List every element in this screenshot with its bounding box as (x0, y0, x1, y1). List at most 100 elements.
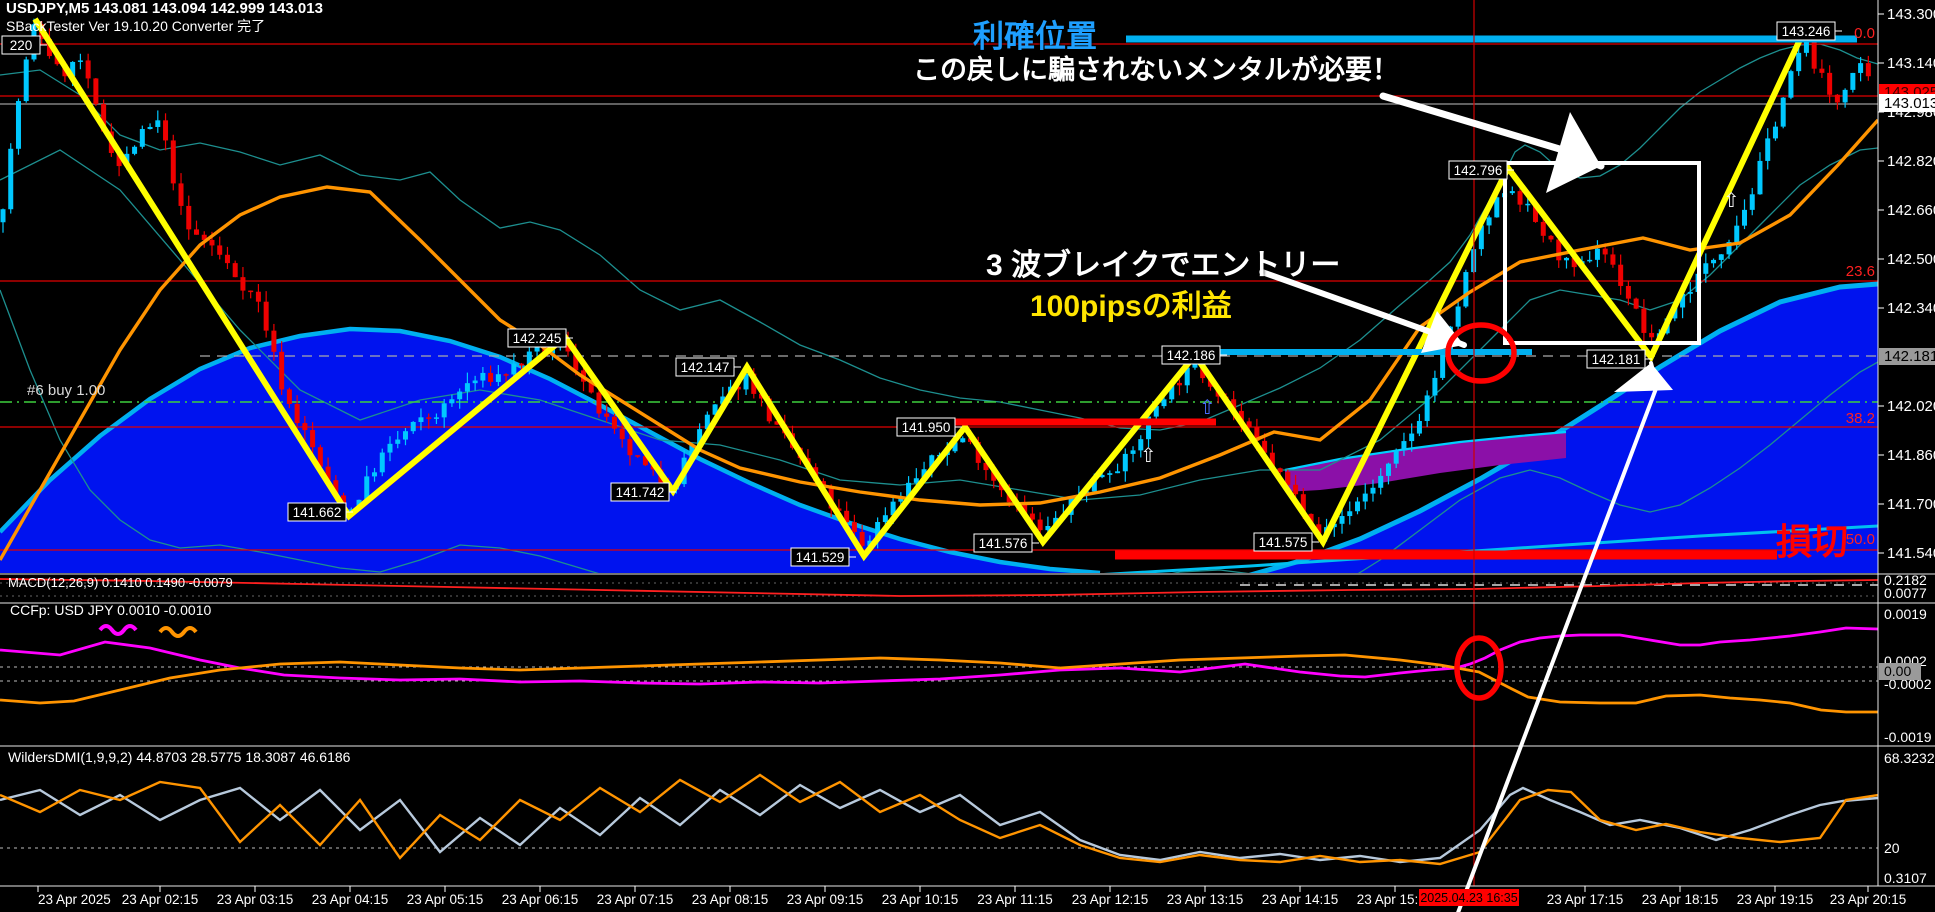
bollinger-upper-band (0, 43, 1878, 431)
candle-body (1355, 501, 1360, 512)
candle-body (1269, 452, 1275, 469)
candle-body (991, 470, 997, 481)
candle-body (1540, 221, 1546, 236)
candle-body (101, 104, 107, 132)
candle-body (1533, 203, 1539, 222)
price-swing-label: 141.576 (973, 533, 1039, 553)
price-label-text: 141.950 (902, 420, 951, 435)
candle-body (1409, 433, 1415, 442)
candle-body (372, 472, 378, 477)
candle-body (402, 431, 408, 440)
candle-body (364, 476, 370, 500)
candle-body (1772, 126, 1778, 139)
candle-body (1602, 248, 1608, 255)
candle-body (472, 380, 478, 384)
candle-body (975, 441, 981, 463)
candle-body (333, 480, 339, 496)
trade-arrow-marker: ⇧ (1199, 395, 1216, 419)
candle-body (1865, 63, 1871, 77)
y-axis-tick-label: 142.020 (1887, 398, 1935, 415)
candle-body (588, 381, 594, 393)
candle-body (960, 438, 966, 443)
candle-body (1022, 503, 1028, 514)
candle-body (851, 522, 857, 532)
candle-body (201, 234, 207, 240)
price-label-text: 142.147 (681, 360, 730, 375)
x-axis-time-label: 23 Apr 19:15 (1737, 892, 1814, 907)
y-axis-tick-label: 143.300 (1887, 6, 1935, 23)
candle-body (1680, 293, 1686, 308)
candle-body (1316, 524, 1322, 534)
candle-body (1231, 399, 1237, 411)
main-pane[interactable]: ⇧ ⇧ ⇧ (0, 17, 1878, 612)
candle-body (23, 59, 29, 102)
y-axis-tick-label: 143.140 (1887, 55, 1935, 72)
x-axis-time-label: 23 Apr 18:15 (1642, 892, 1719, 907)
candle-body (929, 455, 935, 470)
candle-body (1687, 292, 1693, 294)
candle-body (573, 351, 579, 371)
candle-body (263, 301, 269, 331)
candle-body (1146, 416, 1152, 440)
candle-body (1463, 272, 1469, 307)
candle-body (519, 363, 525, 366)
candle-body (1184, 367, 1190, 386)
candle-body (1308, 513, 1314, 525)
highlight-circle-0 (1445, 322, 1517, 384)
candle-body (1858, 63, 1864, 73)
candle-body (1625, 285, 1631, 299)
ccfp-indicator-label: CCFp: USD JPY 0.0010 -0.0010 (10, 602, 212, 618)
candle-body (286, 389, 292, 404)
candle-body (697, 429, 703, 446)
candle-body (224, 254, 230, 264)
ccfp-zero-box (1879, 663, 1921, 680)
x-axis-time-label: 23 Apr 10:15 (882, 892, 959, 907)
candle-body (1045, 526, 1051, 531)
candle-body (410, 421, 416, 432)
annotation-stop-loss: 損切 (1776, 521, 1849, 562)
candle-body (735, 386, 741, 390)
candle-body (1238, 410, 1244, 422)
x-axis-time-label: 23 Apr 06:15 (502, 892, 579, 907)
candle-body (1401, 441, 1407, 451)
candle-body (1393, 450, 1399, 464)
price-label-text: 141.575 (1259, 535, 1308, 550)
candle-body (867, 540, 873, 546)
price-box-bg (1879, 94, 1935, 112)
candle-body (1385, 463, 1391, 476)
x-axis-time-label: 23 Apr 02:15 (122, 892, 199, 907)
price-label-text: 141.662 (293, 505, 342, 520)
symbol-quote-line: USDJPY,M5 143.081 143.094 142.999 143.01… (6, 0, 323, 17)
candle-body (480, 372, 486, 381)
fib-level-label: 50.0 (1846, 531, 1875, 548)
candle-body (743, 373, 749, 390)
macd-pane (0, 578, 1878, 597)
candle-body (1742, 209, 1747, 226)
indicator-axis-label: 0.2182 (1884, 572, 1927, 588)
indicator-axis-label: 20 (1884, 840, 1900, 856)
candle-body (1091, 477, 1097, 492)
price-box-text: 143.013 (1884, 95, 1935, 112)
price-swing-label: 141.662 (287, 502, 353, 522)
fib-level-label: 38.2 (1846, 410, 1875, 427)
candle-body (209, 239, 215, 246)
candle-body (1455, 306, 1461, 327)
candle-body (882, 515, 888, 523)
candle-body (93, 78, 99, 105)
candle-body (511, 363, 517, 375)
candle-body (348, 509, 354, 511)
candle-body (604, 413, 610, 417)
candle-body (766, 398, 772, 422)
dmi-pane (0, 773, 1878, 866)
candle-body (279, 351, 285, 390)
backtester-status-line: SBackTester Ver 19.10.20 Converter 完了 (6, 18, 266, 34)
candle-body (1517, 191, 1523, 205)
candle-body (1153, 406, 1159, 417)
candle-body (147, 126, 153, 130)
candle-body (1641, 308, 1647, 333)
candle-body (1122, 453, 1128, 472)
candle-body (317, 447, 323, 467)
candle-body (1161, 399, 1167, 407)
candle-body (1649, 332, 1655, 338)
